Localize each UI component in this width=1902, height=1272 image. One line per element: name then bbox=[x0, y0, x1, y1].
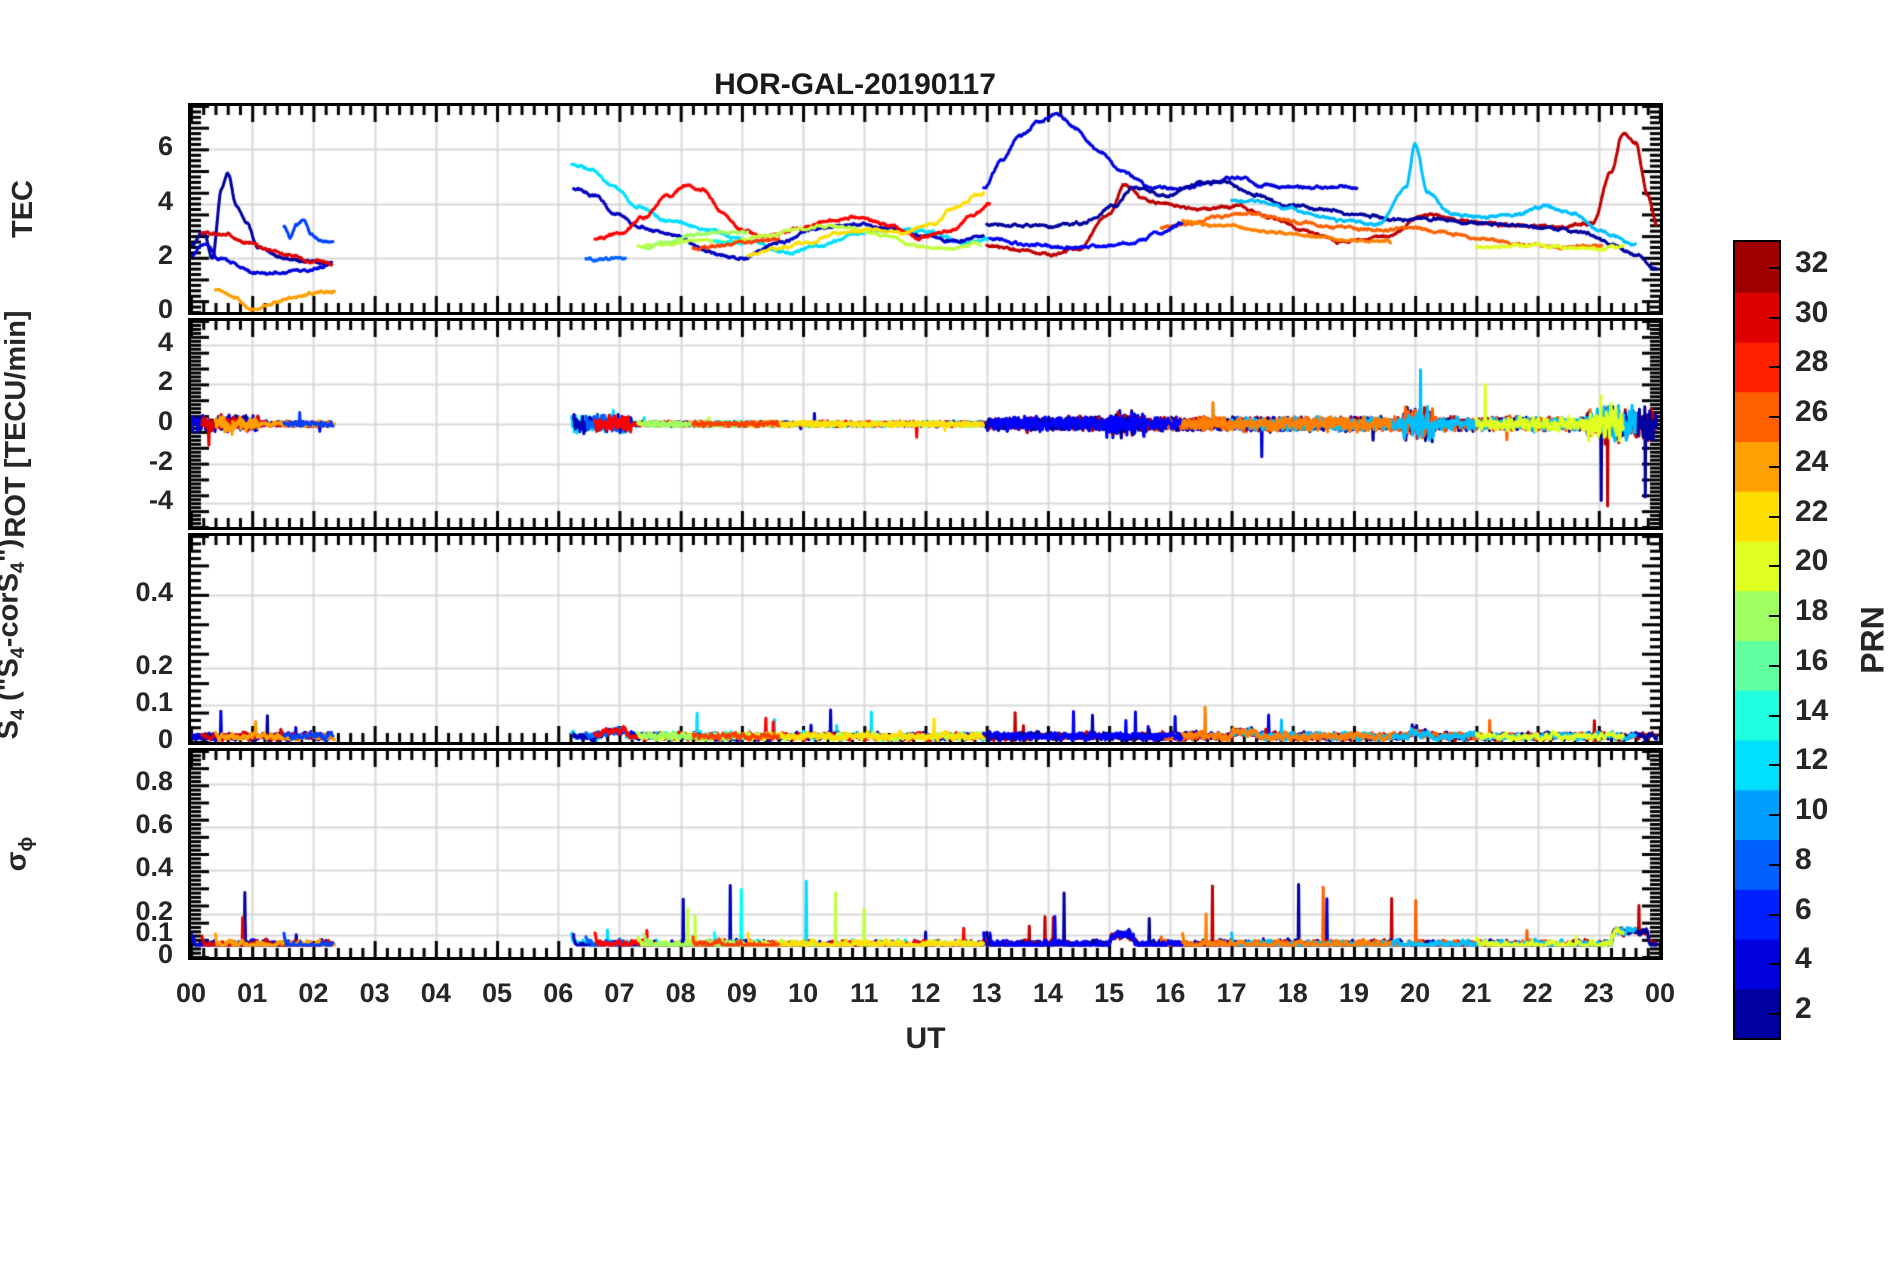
plot-canvas-tec bbox=[191, 106, 1660, 312]
y-tick-label: 0.1 bbox=[135, 687, 173, 718]
x-tick-label: 17 bbox=[1216, 978, 1247, 1008]
x-tick-label: 23 bbox=[1583, 978, 1614, 1008]
x-tick-label: 01 bbox=[237, 978, 268, 1008]
colorbar-tick-mark bbox=[1769, 267, 1779, 269]
y-tick-label: 0.8 bbox=[135, 765, 173, 796]
x-tick-label: 11 bbox=[850, 978, 879, 1008]
y-axis-label-s4: S4 ("S4-corS4") bbox=[0, 538, 29, 740]
colorbar-tick-mark bbox=[1769, 317, 1779, 319]
plot-canvas-rot bbox=[191, 321, 1660, 527]
x-tick-label: 05 bbox=[482, 978, 513, 1008]
colorbar-tick-label: 8 bbox=[1795, 842, 1812, 876]
colorbar-tick-mark bbox=[1769, 516, 1779, 518]
plot-panel-rot bbox=[188, 318, 1663, 530]
colorbar-tick-mark bbox=[1769, 764, 1779, 766]
y-tick-label: 0.6 bbox=[135, 808, 173, 839]
y-tick-label: 2 bbox=[157, 366, 173, 397]
y-tick-label: 0 bbox=[157, 294, 173, 324]
x-tick-label: 19 bbox=[1338, 978, 1369, 1008]
y-tick-label: -2 bbox=[148, 445, 173, 476]
colorbar bbox=[1733, 240, 1781, 1040]
y-tick-label: 0.4 bbox=[135, 852, 173, 883]
y-tick-label: 0.4 bbox=[135, 576, 173, 607]
colorbar-tick-mark bbox=[1769, 615, 1779, 617]
colorbar-tick-mark bbox=[1769, 814, 1779, 816]
colorbar-tick-mark bbox=[1769, 466, 1779, 468]
y-axis-label-sigma-phi: σϕ bbox=[0, 836, 37, 872]
figure-title: HOR-GAL-20190117 bbox=[714, 68, 996, 101]
x-tick-label: 22 bbox=[1522, 978, 1553, 1008]
plot-canvas-s4 bbox=[191, 536, 1660, 742]
colorbar-tick-label: 4 bbox=[1795, 942, 1812, 976]
colorbar-tick-label: 28 bbox=[1795, 345, 1829, 379]
colorbar-tick-mark bbox=[1769, 914, 1779, 916]
x-tick-label: 06 bbox=[543, 978, 574, 1008]
x-tick-label: 12 bbox=[910, 978, 941, 1008]
plot-canvas-sigma-phi bbox=[191, 751, 1660, 957]
colorbar-tick-label: 18 bbox=[1795, 594, 1829, 628]
colorbar-tick-label: 30 bbox=[1795, 295, 1829, 329]
plot-panel-s4 bbox=[188, 533, 1663, 745]
x-tick-label: 20 bbox=[1400, 978, 1431, 1008]
y-tick-label: 0 bbox=[157, 724, 173, 754]
colorbar-tick-mark bbox=[1769, 715, 1779, 717]
y-tick-label: 0.2 bbox=[135, 650, 173, 681]
x-tick-label: 15 bbox=[1094, 978, 1125, 1008]
colorbar-tick-label: 16 bbox=[1795, 643, 1829, 677]
x-tick-label: 18 bbox=[1277, 978, 1308, 1008]
x-tick-label: 21 bbox=[1461, 978, 1492, 1008]
colorbar-tick-label: 12 bbox=[1795, 743, 1829, 777]
x-tick-label: 16 bbox=[1155, 978, 1186, 1008]
colorbar-tick-mark bbox=[1769, 565, 1779, 567]
x-tick-label: 08 bbox=[665, 978, 696, 1008]
colorbar-tick-label: 26 bbox=[1795, 395, 1829, 429]
x-tick-label: 00 bbox=[1644, 978, 1676, 1008]
colorbar-label: PRN bbox=[1854, 606, 1891, 674]
x-axis-label: UT bbox=[905, 1022, 946, 1055]
plot-panel-tec bbox=[188, 103, 1663, 315]
colorbar-tick-mark bbox=[1769, 665, 1779, 667]
x-tick-label: 07 bbox=[604, 978, 635, 1008]
colorbar-tick-mark bbox=[1769, 366, 1779, 368]
y-tick-label: 0 bbox=[157, 939, 173, 969]
x-tick-label: 00 bbox=[175, 978, 207, 1008]
x-tick-label: 04 bbox=[420, 978, 451, 1008]
colorbar-tick-label: 22 bbox=[1795, 494, 1829, 528]
x-tick-label: 03 bbox=[359, 978, 390, 1008]
x-tick-label: 02 bbox=[298, 978, 329, 1008]
colorbar-tick-mark bbox=[1769, 864, 1779, 866]
colorbar-tick-label: 32 bbox=[1795, 245, 1829, 279]
plot-panel-sigma-phi bbox=[188, 748, 1663, 960]
colorbar-tick-mark bbox=[1769, 963, 1779, 965]
y-axis-label-tec: TEC bbox=[7, 180, 39, 238]
y-tick-label: 2 bbox=[157, 239, 173, 270]
y-tick-label: 4 bbox=[157, 326, 173, 357]
y-tick-label: 4 bbox=[157, 185, 173, 216]
y-axis-label-rot: ROT [TECU/min] bbox=[0, 310, 32, 538]
x-tick-label: 13 bbox=[971, 978, 1002, 1008]
x-tick-label: 09 bbox=[726, 978, 757, 1008]
x-tick-label: 14 bbox=[1032, 978, 1063, 1008]
colorbar-tick-label: 6 bbox=[1795, 892, 1812, 926]
colorbar-tick-label: 14 bbox=[1795, 693, 1829, 727]
y-tick-label: -4 bbox=[148, 485, 173, 516]
colorbar-tick-mark bbox=[1769, 416, 1779, 418]
colorbar-tick-label: 24 bbox=[1795, 444, 1829, 478]
y-tick-label: 0.1 bbox=[135, 917, 173, 948]
colorbar-tick-label: 20 bbox=[1795, 544, 1829, 578]
x-tick-label: 10 bbox=[788, 978, 819, 1008]
colorbar-tick-label: 10 bbox=[1795, 793, 1829, 827]
colorbar-tick-mark bbox=[1769, 1013, 1779, 1015]
y-tick-label: 6 bbox=[157, 131, 173, 162]
y-tick-label: 0 bbox=[157, 406, 173, 436]
y-tick-label: 0.2 bbox=[135, 895, 173, 926]
colorbar-tick-label: 2 bbox=[1795, 992, 1812, 1026]
